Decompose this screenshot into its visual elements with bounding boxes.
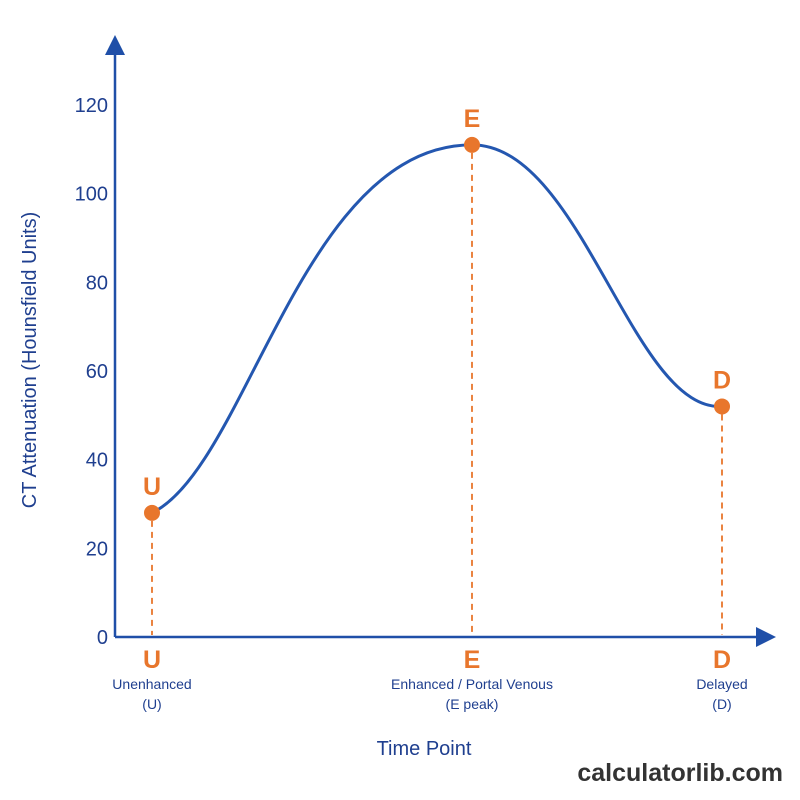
data-points: U E D (143, 105, 731, 521)
series-line (151, 143, 723, 515)
category-name: Enhanced / Portal Venous (391, 676, 553, 692)
y-tick-label: 80 (86, 272, 108, 294)
point-label-e: E (464, 105, 481, 133)
data-point-d (714, 398, 730, 415)
category-subname: (U) (142, 696, 161, 712)
y-tick-label: 0 (97, 627, 108, 649)
y-axis-label: CT Attenuation (Hounsfield Units) (19, 212, 41, 508)
x-axis-label: Time Point (377, 738, 472, 760)
data-point-e (464, 136, 480, 153)
y-tick-label: 20 (86, 538, 108, 560)
point-label-d: D (713, 366, 731, 394)
y-tick-label: 40 (86, 450, 108, 472)
category-letter: E (464, 646, 481, 674)
x-category-labels: U Unenhanced (U) E Enhanced / Portal Venous (… (112, 646, 747, 712)
watermark: calculatorlib.com (577, 759, 783, 787)
y-tick-label: 60 (86, 361, 108, 383)
y-tick-label: 120 (75, 95, 108, 117)
category-letter: D (713, 646, 731, 674)
data-point-u (144, 504, 160, 521)
y-tick-labels: 0 20 40 60 80 100 120 (75, 95, 108, 649)
category-subname: (E peak) (446, 696, 499, 712)
category-subname: (D) (712, 696, 731, 712)
point-label-u: U (143, 473, 161, 501)
category-name: Unenhanced (112, 676, 191, 692)
category-letter: U (143, 646, 161, 674)
drop-lines (151, 152, 723, 635)
y-tick-label: 100 (75, 184, 108, 206)
category-name: Delayed (696, 676, 747, 692)
